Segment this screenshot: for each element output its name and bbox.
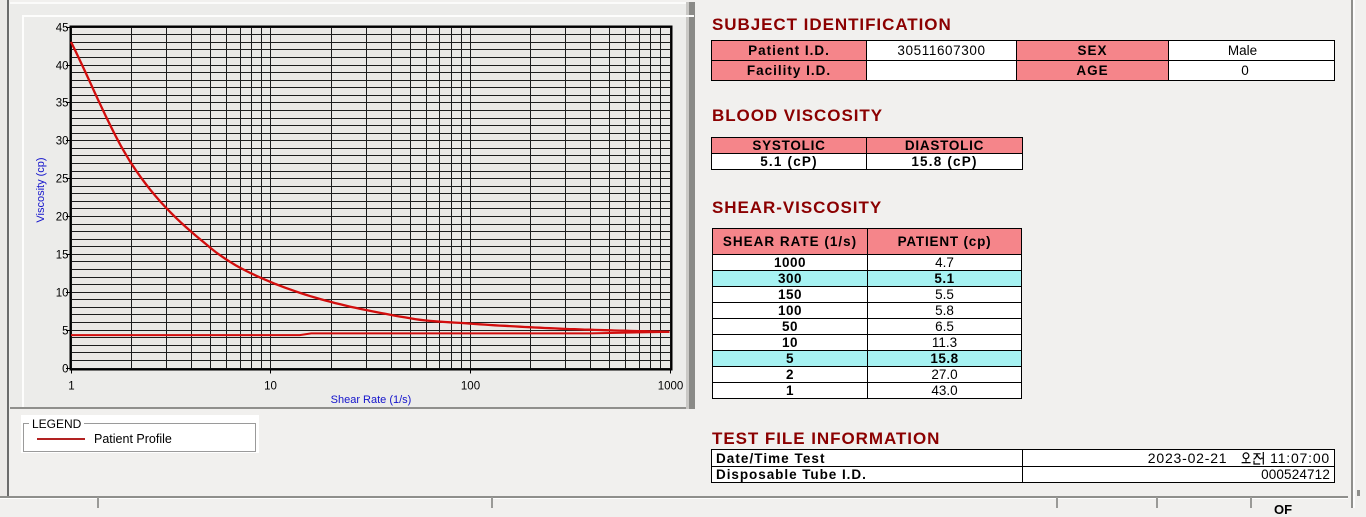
svg-text:Viscosity (cp): Viscosity (cp) — [35, 157, 47, 222]
svg-text:20: 20 — [56, 212, 69, 224]
svg-text:45: 45 — [56, 23, 69, 35]
svg-text:40: 40 — [56, 61, 69, 73]
svg-text:30: 30 — [56, 136, 69, 148]
svg-text:1000: 1000 — [658, 381, 684, 393]
svg-text:5: 5 — [62, 326, 68, 338]
svg-text:1: 1 — [68, 381, 74, 393]
svg-text:15: 15 — [56, 250, 69, 262]
svg-text:Shear Rate (1/s): Shear Rate (1/s) — [331, 394, 412, 406]
svg-text:10: 10 — [264, 381, 277, 393]
svg-text:25: 25 — [56, 174, 69, 186]
svg-text:35: 35 — [56, 98, 69, 110]
svg-text:100: 100 — [461, 381, 480, 393]
svg-text:10: 10 — [56, 288, 69, 300]
svg-text:0: 0 — [62, 364, 68, 376]
